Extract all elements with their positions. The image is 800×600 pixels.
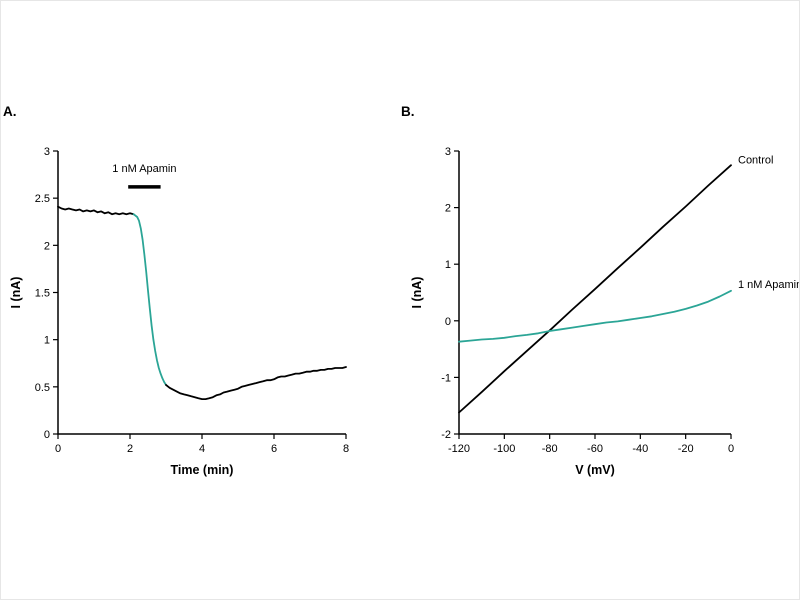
series-apamin-application <box>132 213 167 386</box>
curve-label: 1 nM Apamin <box>738 279 800 291</box>
y-tick-label: -1 <box>441 372 451 384</box>
axes <box>57 151 346 435</box>
x-tick-label: 6 <box>271 443 277 455</box>
curve-label: Control <box>738 154 773 166</box>
y-tick-label: 3 <box>44 146 50 158</box>
x-tick-label: 0 <box>728 443 734 455</box>
series-post-apamin <box>165 366 347 401</box>
series-control-iv <box>458 164 732 414</box>
x-tick-label: -60 <box>587 443 603 455</box>
y-tick-label: 3 <box>445 146 451 158</box>
y-tick-label: 0 <box>445 316 451 328</box>
series-baseline-control <box>57 205 135 216</box>
y-tick-label: 0.5 <box>35 382 50 394</box>
series-apamin-iv <box>458 289 732 343</box>
y-axis-label: I (nA) <box>410 277 424 309</box>
y-tick-label: 2.5 <box>35 193 50 205</box>
x-tick-label: 4 <box>199 443 205 455</box>
x-axis-label: Time (min) <box>171 463 234 477</box>
y-axis-label: I (nA) <box>9 277 23 309</box>
x-tick-label: -80 <box>542 443 558 455</box>
x-tick-label: -20 <box>678 443 694 455</box>
x-tick-label: 8 <box>343 443 349 455</box>
drug-annotation-label: 1 nM Apamin <box>112 163 176 175</box>
y-tick-label: 1.5 <box>35 288 50 300</box>
chart-time-course: 0 2 4 6 8 0 0.5 1 1.5 2 2.5 3 Time (min) I (nA) 1 nM A… <box>9 146 349 477</box>
chart-iv-curve: -120 -100 -80 -60 -40 -20 0 -2 -1 0 1 2 3 V (mV) I (nA… <box>410 146 800 477</box>
x-tick-label: -100 <box>493 443 515 455</box>
x-tick-label: -40 <box>632 443 648 455</box>
y-tick-label: 1 <box>445 259 451 271</box>
x-axis-label: V (mV) <box>575 463 615 477</box>
y-tick-label: 2 <box>44 240 50 252</box>
y-tick-label: 2 <box>445 203 451 215</box>
y-tick-label: 1 <box>44 335 50 347</box>
panel-b-label: B. <box>401 104 415 119</box>
x-tick-label: 0 <box>55 443 61 455</box>
x-tick-label: 2 <box>127 443 133 455</box>
panel-a-label: A. <box>3 104 17 119</box>
axes <box>458 151 731 435</box>
y-tick-label: -2 <box>441 429 451 441</box>
y-tick-label: 0 <box>44 429 50 441</box>
x-tick-label: -120 <box>448 443 470 455</box>
